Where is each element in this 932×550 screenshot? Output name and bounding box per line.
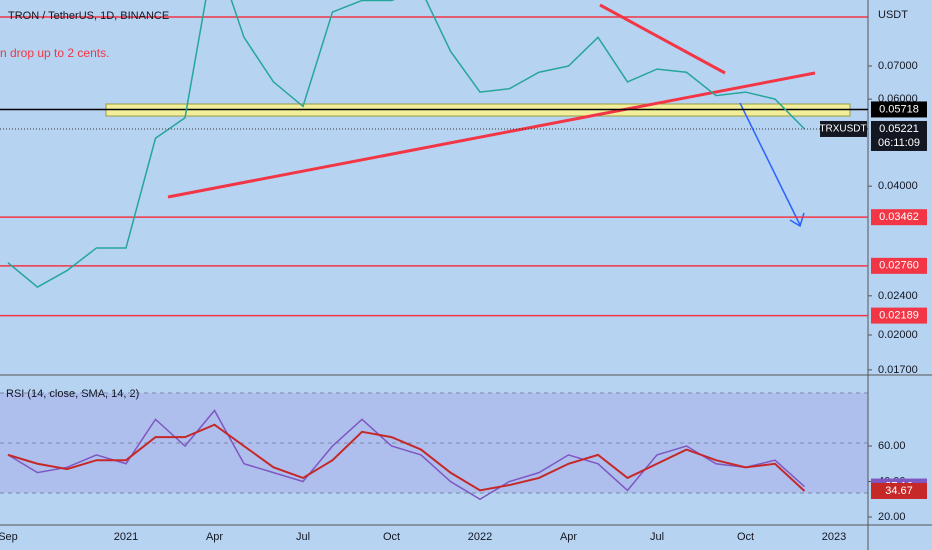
y-tick-label: 0.04000 — [878, 180, 918, 192]
series-line — [7, 0, 806, 288]
level-label-bg — [871, 257, 927, 274]
x-tick-label: 2021 — [114, 531, 138, 543]
rsi-title: RSI (14, close, SMA, 14, 2) — [6, 388, 139, 400]
symbol-label: TRXUSDT — [819, 124, 866, 135]
y-tick-label: 0.07000 — [878, 60, 918, 72]
x-tick-label: Apr — [206, 531, 223, 543]
level-label: 0.02760 — [879, 260, 919, 272]
x-tick-label: Sep — [0, 531, 18, 543]
title: TRON / TetherUS, 1D, BINANCE — [8, 10, 169, 22]
annotation: n drop up to 2 cents. — [0, 46, 109, 60]
level-label: 0.03462 — [879, 211, 919, 223]
x-tick-label: Jul — [650, 531, 664, 543]
trend-line — [599, 3, 726, 75]
x-tick-label: Oct — [383, 531, 400, 543]
rsi-last-label: 34.67 — [885, 485, 913, 497]
x-tick-label: Oct — [737, 531, 754, 543]
y-tick-label: 0.01700 — [878, 364, 918, 376]
support-label: 0.05718 — [879, 103, 919, 115]
x-tick-label: 2023 — [822, 531, 846, 543]
y-tick-label: 60.00 — [878, 440, 906, 452]
symbol-bg — [820, 120, 867, 137]
x-tick-label: 2022 — [468, 531, 492, 543]
series-line — [7, 409, 805, 501]
y-tick-label: 0.02400 — [878, 290, 918, 302]
countdown: 06:11:09 — [878, 137, 920, 149]
y-tick-label: 20.00 — [878, 511, 906, 523]
axis-label: USDT — [878, 9, 908, 21]
series-line — [7, 423, 806, 492]
last-price: 0.05221 — [879, 123, 919, 135]
level-label-bg — [871, 307, 927, 324]
rsi-last-label-bg — [871, 482, 927, 499]
level-label-bg — [871, 209, 927, 226]
y-tick-label: 0.02000 — [878, 329, 918, 341]
support-label-bg — [871, 101, 927, 118]
x-tick-label: Apr — [560, 531, 577, 543]
trend-line — [167, 71, 816, 199]
arrow — [739, 102, 801, 226]
last-price-bg — [871, 120, 927, 151]
level-label: 0.02189 — [879, 310, 919, 322]
x-tick-label: Jul — [296, 531, 310, 543]
